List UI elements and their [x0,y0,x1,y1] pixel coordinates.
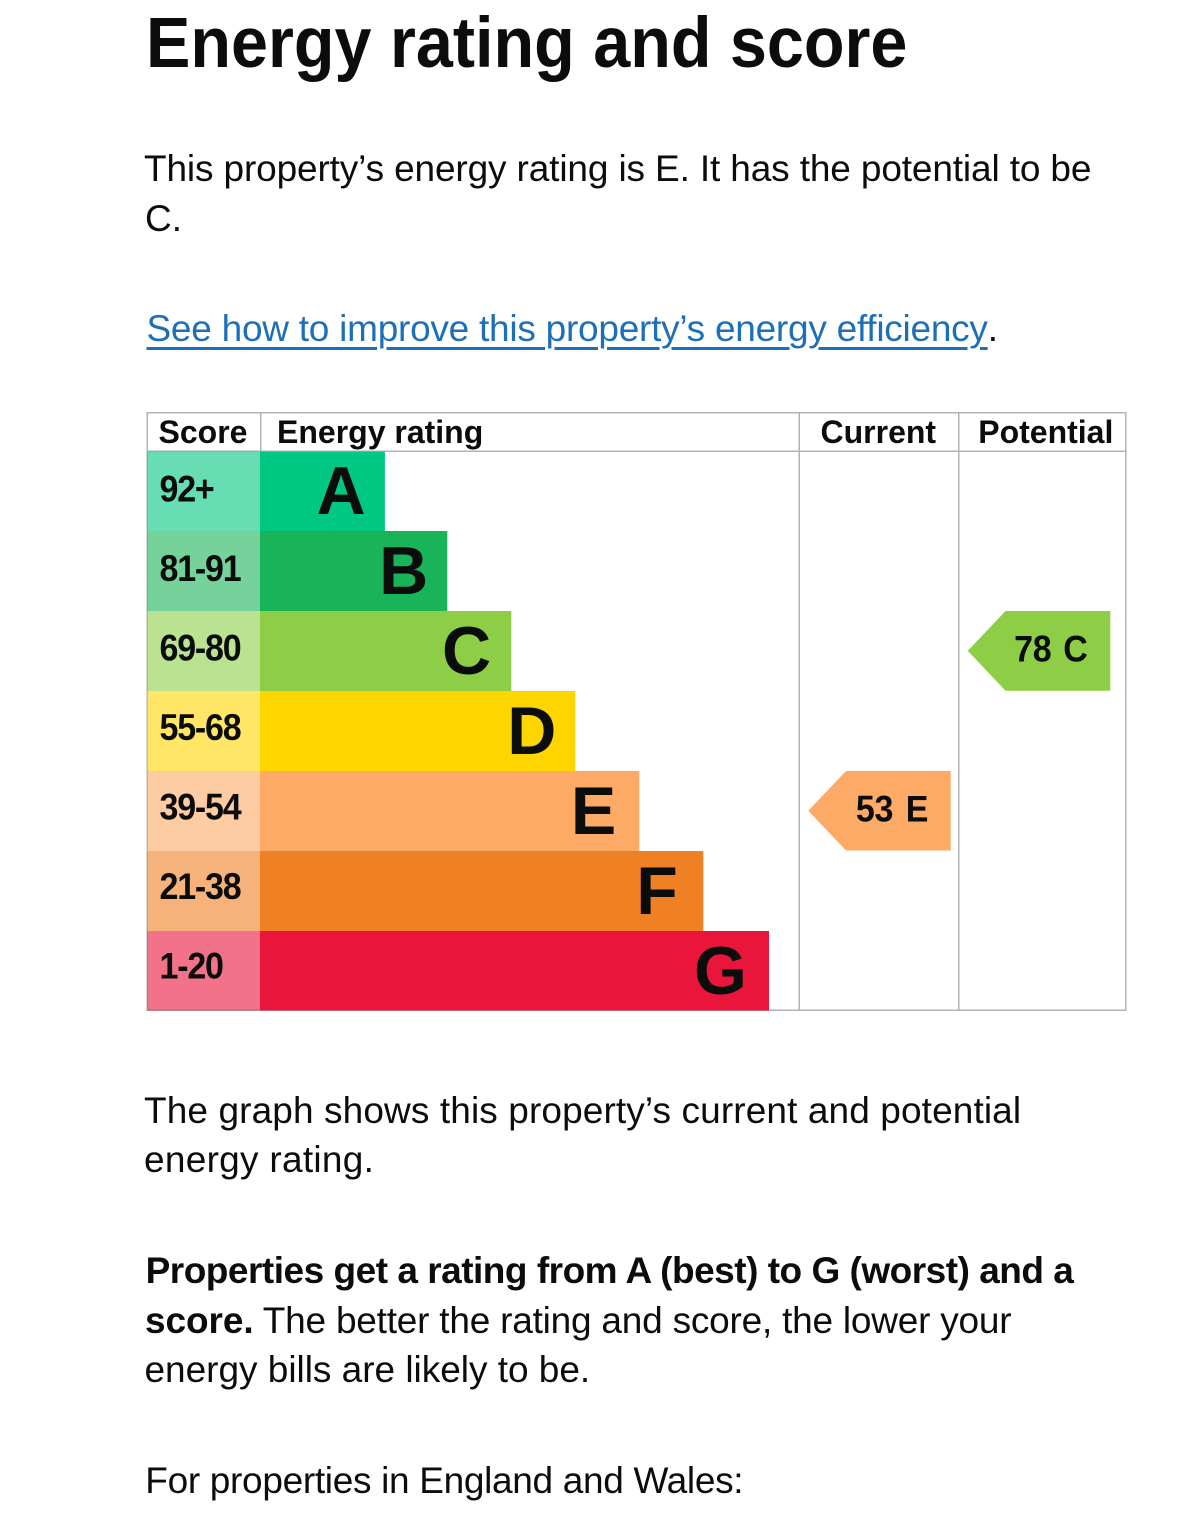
svg-text:B: B [379,533,428,609]
svg-text:Score: Score [159,414,248,450]
svg-text:1-20: 1-20 [160,945,224,987]
svg-text:Energy rating: Energy rating [277,414,483,450]
svg-text:69-80: 69-80 [160,627,241,669]
svg-text:53: 53 [856,788,893,830]
svg-text:92+: 92+ [160,468,215,510]
svg-text:C: C [442,613,491,689]
svg-text:A: A [316,453,365,529]
svg-text:Potential: Potential [978,414,1113,450]
svg-text:39-54: 39-54 [160,786,242,828]
svg-text:78: 78 [1014,628,1051,670]
svg-text:Current: Current [821,414,937,450]
svg-text:81-91: 81-91 [160,548,241,590]
svg-text:C: C [1063,628,1087,670]
svg-text:F: F [636,853,678,929]
svg-text:D: D [507,693,556,769]
svg-text:E: E [906,788,928,830]
svg-text:G: G [694,933,747,1009]
svg-text:E: E [571,773,616,849]
svg-text:21-38: 21-38 [160,866,241,908]
svg-text:55-68: 55-68 [160,707,241,749]
